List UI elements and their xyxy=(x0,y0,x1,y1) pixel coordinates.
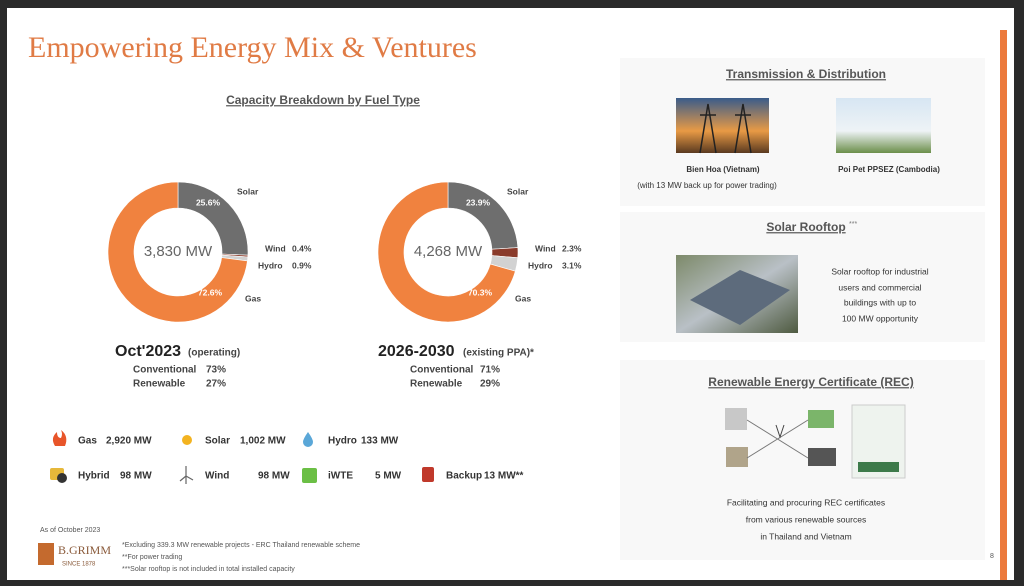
photo-substation xyxy=(836,98,931,153)
panel xyxy=(620,360,985,560)
solar-icon xyxy=(182,435,192,445)
legend-label: Solar xyxy=(205,436,230,447)
section-heading: Solar Rooftop xyxy=(766,220,845,234)
as-of-note: As of October 2023 xyxy=(40,527,100,534)
legend-amount: 13 MW** xyxy=(484,471,524,482)
legend-amount: 98 MW xyxy=(120,471,152,482)
legend-amount: 2,920 MW xyxy=(106,436,152,447)
photo-pylons xyxy=(699,103,752,154)
legend-amount: 98 MW xyxy=(258,471,290,482)
legend-amount: 133 MW xyxy=(361,436,399,447)
legend-label: iWTE xyxy=(328,471,353,482)
wind-icon xyxy=(179,466,194,484)
caption: Oct'2023 xyxy=(115,343,181,360)
slice-name: Wind xyxy=(535,243,556,253)
caption-note: (existing PPA)* xyxy=(463,348,534,359)
donut-slice xyxy=(377,181,516,323)
legend-label: Gas xyxy=(78,436,97,447)
slice-name: Gas xyxy=(515,293,531,303)
section-text: Solar rooftop for industrial xyxy=(831,266,928,276)
slide-title: Empowering Energy Mix & Ventures xyxy=(28,31,477,64)
section-text: Facilitating and procuring REC certifica… xyxy=(727,497,885,507)
section-text: buildings with up to xyxy=(844,297,917,307)
chart-heading: Capacity Breakdown by Fuel Type xyxy=(226,93,420,107)
section-text: from various renewable sources xyxy=(746,514,866,524)
caption: 2026-2030 xyxy=(378,343,455,360)
page-number: 8 xyxy=(990,553,994,560)
legend-label: Hybrid xyxy=(78,471,110,482)
gas-icon xyxy=(52,430,67,446)
mix-value: 71% xyxy=(480,365,500,376)
site-name: Poi Pet PPSEZ (Cambodia) xyxy=(838,165,940,174)
donut-slice xyxy=(107,181,248,323)
donut-center-label: 3,830 MW xyxy=(144,243,213,260)
logo-mark xyxy=(38,543,54,565)
accent-stripe xyxy=(1000,30,1007,580)
section-text: 100 MW opportunity xyxy=(842,313,919,323)
slice-value: 23.9% xyxy=(466,197,491,207)
slice-name: Wind xyxy=(265,243,286,253)
hybrid-icon-badge xyxy=(57,473,67,483)
slice-name: Solar xyxy=(507,186,529,196)
mix-label: Conventional xyxy=(410,365,474,376)
section-text: users and commercial xyxy=(838,282,921,292)
mix-label: Renewable xyxy=(410,379,463,390)
hydro-icon xyxy=(303,432,313,447)
slice-value: 0.4% xyxy=(292,243,312,253)
slice-value: 72.6% xyxy=(198,287,223,297)
mix-value: 73% xyxy=(206,365,226,376)
footnote: *Excluding 339.3 MW renewable projects -… xyxy=(122,542,360,549)
site-note: (with 13 MW back up for power trading) xyxy=(637,181,777,190)
legend-label: Hydro xyxy=(328,436,357,447)
section-heading: Transmission & Distribution xyxy=(726,67,886,81)
mix-value: 29% xyxy=(480,379,500,390)
logo-since: SINCE 1878 xyxy=(62,562,96,568)
slice-name: Hydro xyxy=(258,260,283,270)
rec-diagram xyxy=(725,408,836,467)
slice-name: Hydro xyxy=(528,260,553,270)
photo-roof-panels xyxy=(690,270,790,325)
legend-label: Wind xyxy=(205,471,229,482)
caption-note: (operating) xyxy=(188,348,240,359)
section-text: in Thailand and Vietnam xyxy=(760,531,851,541)
footnote: **For power trading xyxy=(122,554,182,561)
slice-name: Solar xyxy=(237,186,259,196)
heading-mark: *** xyxy=(849,221,857,228)
iwte-icon xyxy=(302,468,317,483)
legend-amount: 5 MW xyxy=(375,471,402,482)
legend-amount: 1,002 MW xyxy=(240,436,286,447)
mix-label: Renewable xyxy=(133,379,186,390)
rec-certificate-band xyxy=(858,462,899,472)
donut-center-label: 4,268 MW xyxy=(414,243,483,260)
backup-icon xyxy=(422,467,434,482)
slice-value: 0.9% xyxy=(292,260,312,270)
legend-label: Backup xyxy=(446,471,482,482)
photo-transmission xyxy=(676,98,769,153)
slice-name: Gas xyxy=(245,293,261,303)
mix-label: Conventional xyxy=(133,365,197,376)
site-name: Bien Hoa (Vietnam) xyxy=(686,165,760,174)
slice-value: 3.1% xyxy=(562,260,582,270)
slice-value: 2.3% xyxy=(562,243,582,253)
section-heading: Renewable Energy Certificate (REC) xyxy=(708,375,913,389)
slice-value: 70.3% xyxy=(468,287,493,297)
footnote: ***Solar rooftop is not included in tota… xyxy=(122,566,295,573)
logo-name: B.GRIMM xyxy=(58,543,111,557)
slice-value: 25.6% xyxy=(196,197,221,207)
mix-value: 27% xyxy=(206,379,226,390)
